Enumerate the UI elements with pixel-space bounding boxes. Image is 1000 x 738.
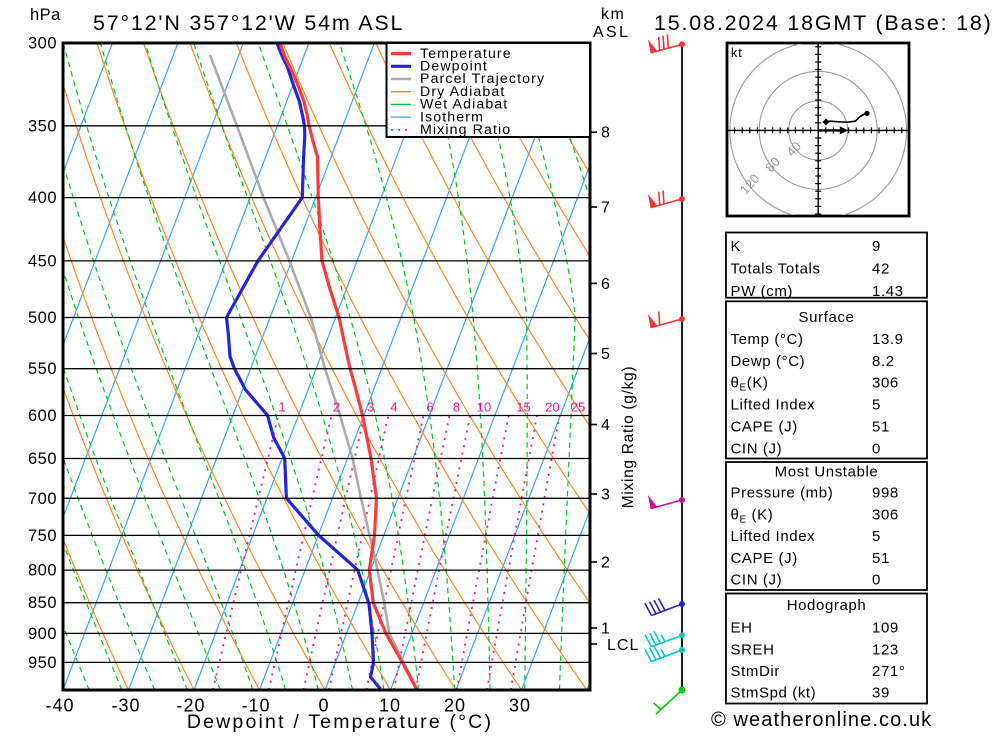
svg-text:10: 10: [379, 696, 401, 716]
svg-text:Dry Adiabat: Dry Adiabat: [420, 84, 505, 100]
svg-text:2: 2: [601, 555, 610, 572]
svg-text:EH: EH: [731, 620, 753, 637]
svg-text:Hodograph: Hodograph: [787, 597, 867, 614]
svg-text:hPa: hPa: [30, 6, 61, 24]
svg-text:Pressure (mb): Pressure (mb): [731, 485, 834, 502]
svg-text:Temp (°C): Temp (°C): [731, 331, 804, 348]
svg-text:15: 15: [516, 400, 530, 415]
svg-text:CIN (J): CIN (J): [731, 441, 783, 458]
svg-text:SREH: SREH: [731, 642, 775, 659]
svg-text:9: 9: [872, 238, 881, 255]
svg-text:θE(K): θE(K): [731, 375, 769, 394]
svg-text:998: 998: [872, 485, 899, 502]
svg-text:ASL: ASL: [593, 24, 630, 41]
svg-text:25: 25: [571, 400, 585, 415]
svg-text:Dewp (°C): Dewp (°C): [731, 353, 806, 370]
svg-text:306: 306: [872, 507, 899, 524]
svg-text:0: 0: [872, 572, 881, 589]
svg-text:0: 0: [318, 696, 329, 716]
svg-text:-20: -20: [176, 696, 205, 716]
svg-text:306: 306: [872, 375, 899, 392]
svg-text:Mixing Ratio: Mixing Ratio: [420, 122, 511, 138]
svg-text:13.9: 13.9: [872, 331, 904, 348]
svg-text:600: 600: [28, 407, 57, 425]
svg-text:51: 51: [872, 419, 890, 436]
svg-text:Surface: Surface: [799, 309, 855, 326]
svg-text:kt: kt: [731, 46, 743, 60]
svg-text:3: 3: [367, 400, 374, 415]
svg-text:StmDir: StmDir: [731, 663, 780, 680]
svg-text:-10: -10: [241, 696, 270, 716]
svg-text:CIN (J): CIN (J): [731, 572, 783, 589]
svg-text:6: 6: [601, 276, 610, 293]
svg-text:1: 1: [278, 400, 285, 415]
svg-text:5: 5: [601, 346, 610, 363]
svg-text:1: 1: [601, 621, 610, 638]
svg-text:109: 109: [872, 620, 899, 637]
svg-text:5: 5: [872, 397, 881, 414]
svg-text:Dewpoint: Dewpoint: [420, 59, 488, 75]
svg-text:-30: -30: [111, 696, 140, 716]
svg-text:350: 350: [28, 117, 57, 135]
svg-text:39: 39: [872, 685, 890, 702]
svg-text:6: 6: [426, 400, 433, 415]
svg-text:20: 20: [444, 696, 466, 716]
svg-text:123: 123: [872, 642, 899, 659]
svg-text:Lifted Index: Lifted Index: [731, 397, 816, 414]
svg-text:400: 400: [28, 189, 57, 207]
svg-text:8: 8: [453, 400, 460, 415]
svg-text:450: 450: [28, 252, 57, 270]
svg-text:2: 2: [333, 400, 340, 415]
svg-text:271°: 271°: [872, 663, 905, 680]
svg-text:700: 700: [28, 490, 57, 508]
svg-text:850: 850: [28, 594, 57, 612]
svg-text:Most Unstable: Most Unstable: [775, 464, 879, 481]
svg-text:650: 650: [28, 450, 57, 468]
svg-text:4: 4: [601, 417, 610, 434]
svg-text:750: 750: [28, 527, 57, 545]
svg-text:42: 42: [872, 261, 890, 278]
svg-text:0: 0: [872, 441, 881, 458]
svg-text:8: 8: [601, 125, 610, 142]
svg-text:θE (K): θE (K): [731, 507, 774, 526]
svg-text:7: 7: [601, 200, 610, 217]
svg-text:10: 10: [477, 400, 491, 415]
svg-text:StmSpd (kt): StmSpd (kt): [731, 685, 817, 702]
svg-text:57°12'N 357°12'W 54m ASL: 57°12'N 357°12'W 54m ASL: [93, 11, 404, 35]
svg-text:51: 51: [872, 550, 890, 567]
svg-text:km: km: [601, 6, 625, 23]
svg-text:4: 4: [390, 400, 397, 415]
svg-text:5: 5: [872, 528, 881, 545]
svg-text:300: 300: [28, 35, 57, 53]
svg-text:Temperature: Temperature: [420, 46, 512, 62]
svg-text:Mixing Ratio (g/kg): Mixing Ratio (g/kg): [620, 366, 637, 509]
svg-text:900: 900: [28, 625, 57, 643]
svg-text:8.2: 8.2: [872, 353, 895, 370]
svg-text:20: 20: [545, 400, 559, 415]
svg-text:Parcel Trajectory: Parcel Trajectory: [420, 71, 545, 87]
svg-text:550: 550: [28, 360, 57, 378]
svg-text:PW (cm): PW (cm): [731, 283, 794, 300]
svg-text:800: 800: [28, 562, 57, 580]
svg-text:CAPE (J): CAPE (J): [731, 550, 798, 567]
svg-text:Isotherm: Isotherm: [420, 109, 484, 125]
svg-text:CAPE (J): CAPE (J): [731, 419, 798, 436]
svg-text:Totals Totals: Totals Totals: [731, 261, 821, 278]
svg-text:Dewpoint / Temperature (°C): Dewpoint / Temperature (°C): [187, 711, 493, 733]
svg-text:500: 500: [28, 309, 57, 327]
svg-text:K: K: [731, 238, 742, 255]
svg-text:950: 950: [28, 654, 57, 672]
svg-text:LCL: LCL: [607, 637, 639, 654]
svg-text:Wet Adiabat: Wet Adiabat: [420, 97, 508, 113]
svg-text:© weatheronline.co.uk: © weatheronline.co.uk: [711, 709, 932, 731]
svg-text:3: 3: [601, 487, 610, 504]
svg-text:1.43: 1.43: [872, 283, 904, 300]
svg-text:-40: -40: [45, 696, 74, 716]
svg-text:15.08.2024 18GMT (Base: 18): 15.08.2024 18GMT (Base: 18): [654, 11, 993, 35]
svg-text:30: 30: [509, 696, 531, 716]
svg-text:Lifted Index: Lifted Index: [731, 528, 816, 545]
